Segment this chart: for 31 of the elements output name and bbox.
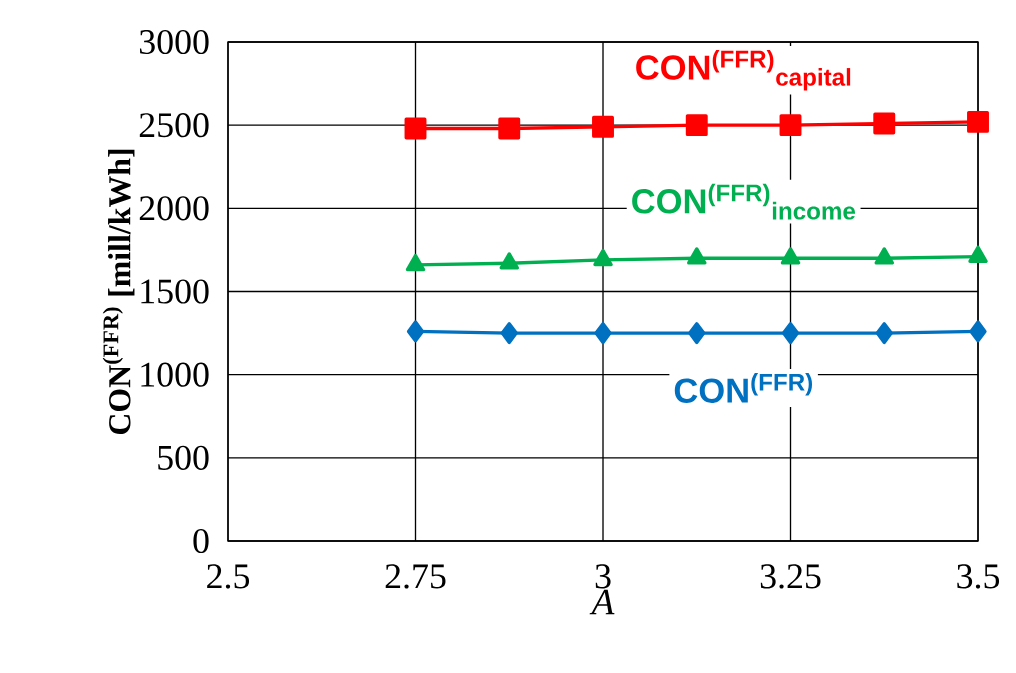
y-tick-label: 1000	[141, 362, 209, 387]
x-tick-label: 3.25	[760, 564, 821, 589]
y-tick-label: 500	[158, 445, 209, 470]
point	[685, 114, 708, 137]
y-tick-label: 1500	[141, 279, 209, 304]
y-tick-label: 0	[193, 528, 209, 554]
point	[594, 322, 612, 345]
x-axis-title: A	[589, 589, 615, 615]
point	[781, 322, 800, 345]
point	[404, 117, 427, 140]
x-tick-label: 3	[595, 564, 611, 589]
y-tick-label: 3000	[139, 29, 209, 55]
point	[406, 320, 425, 343]
point	[500, 322, 518, 345]
point	[967, 110, 989, 133]
series-label: CON$^{(FFR)}$capital	[636, 49, 851, 91]
series-label: CON$^{(FFR)}$income	[632, 183, 856, 220]
x-tick-label: 3.5	[957, 564, 1000, 589]
point	[873, 112, 896, 135]
point	[498, 117, 521, 140]
y-tick-label: 2500	[139, 113, 209, 138]
point	[592, 115, 614, 138]
point	[969, 320, 987, 343]
point	[688, 322, 706, 345]
x-tick-label: 2.5	[207, 564, 250, 589]
y-tick-label: 2000	[139, 196, 209, 221]
point	[779, 114, 802, 137]
y-axis-title: CON$^{(FFR)}$ [mill/kWh]	[102, 149, 135, 435]
point	[875, 322, 893, 345]
x-tick-label: 2.75	[385, 564, 446, 589]
series-label: CON$^{(FFR)}$	[674, 373, 813, 403]
